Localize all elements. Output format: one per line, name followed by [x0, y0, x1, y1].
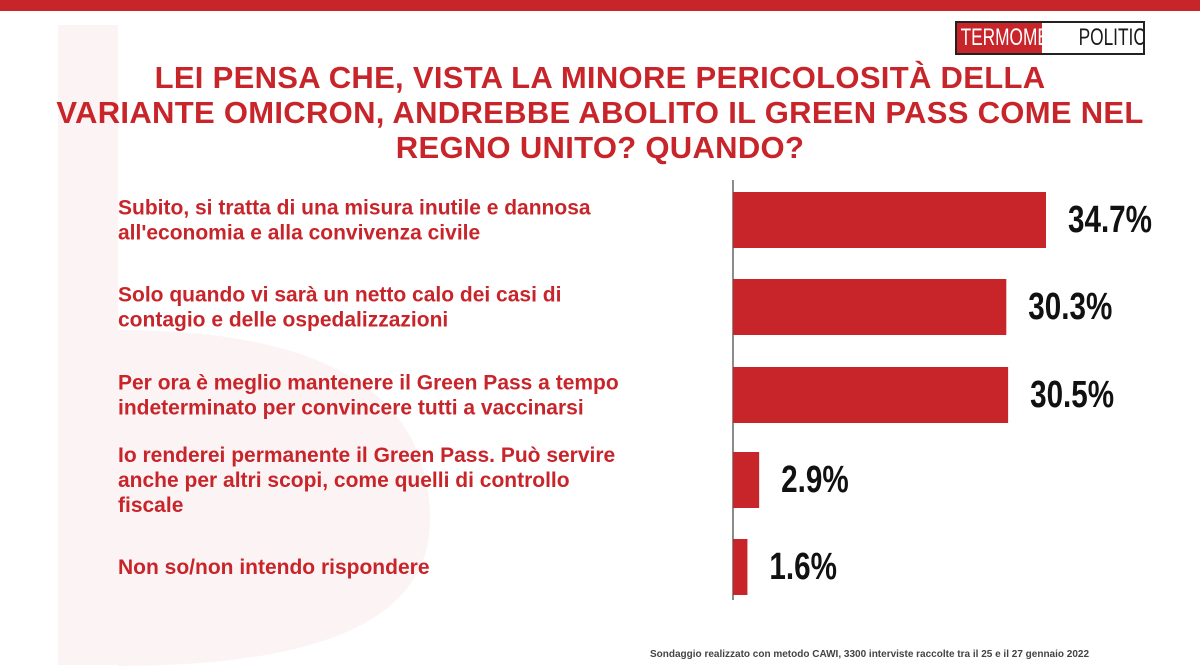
- category-label-4-line-2: anche per altri scopi, come quelli di co…: [118, 469, 570, 492]
- bar-2: [733, 279, 1007, 335]
- bar-4: [733, 452, 760, 508]
- bars-layer: 34.7% Subito, si tratta di una misura inu…: [118, 192, 1152, 595]
- category-label-2-line-2: contagio e delle ospedalizzazioni: [118, 309, 448, 332]
- category-label-1-line-2: all'economia e alla convivenza civile: [118, 222, 480, 245]
- category-label-5-line-1: Non so/non intendo rispondere: [118, 556, 430, 579]
- category-label-1-line-1: Subito, si tratta di una misura inutile …: [118, 197, 591, 220]
- value-label-5: 1.6%: [769, 546, 837, 588]
- bar-1: [733, 192, 1046, 248]
- chart-title-line-1: LEI PENSA CHE, VISTA LA MINORE PERICOLOS…: [154, 60, 1046, 95]
- brand-logo: TERMOMETRO POLITICO: [955, 21, 1145, 55]
- value-label-3: 30.5%: [1030, 374, 1114, 416]
- category-label-3: Per ora è meglio mantenere il Green Pass…: [118, 372, 619, 420]
- bar-5: [733, 539, 748, 595]
- category-label-4-line-1: Io renderei permanente il Green Pass. Pu…: [118, 444, 615, 467]
- value-label-1: 34.7%: [1068, 199, 1152, 241]
- category-label-4-line-3: fiscale: [118, 494, 183, 517]
- value-label-4: 2.9%: [781, 459, 849, 501]
- value-label-2: 30.3%: [1028, 286, 1112, 328]
- category-label-5: Non so/non intendo rispondere: [118, 556, 430, 579]
- chart-title-line-3: REGNO UNITO? QUANDO?: [395, 130, 805, 165]
- bar-3: [733, 367, 1009, 423]
- category-label-2: Solo quando vi sarà un netto calo dei ca…: [118, 284, 561, 332]
- category-label-1: Subito, si tratta di una misura inutile …: [118, 197, 591, 245]
- top-accent-bar: [0, 0, 1200, 11]
- category-label-3-line-2: indeterminato per convincere tutti a vac…: [118, 397, 584, 420]
- category-label-2-line-1: Solo quando vi sarà un netto calo dei ca…: [118, 284, 561, 307]
- category-label-3-line-1: Per ora è meglio mantenere il Green Pass…: [118, 372, 619, 395]
- survey-footnote: Sondaggio realizzato con metodo CAWI, 33…: [650, 649, 1090, 660]
- chart-title-line-2: VARIANTE OMICRON, ANDREBBE ABOLITO IL GR…: [56, 95, 1144, 130]
- category-label-4: Io renderei permanente il Green Pass. Pu…: [118, 444, 615, 517]
- chart-title: LEI PENSA CHE, VISTA LA MINORE PERICOLOS…: [40, 60, 1160, 165]
